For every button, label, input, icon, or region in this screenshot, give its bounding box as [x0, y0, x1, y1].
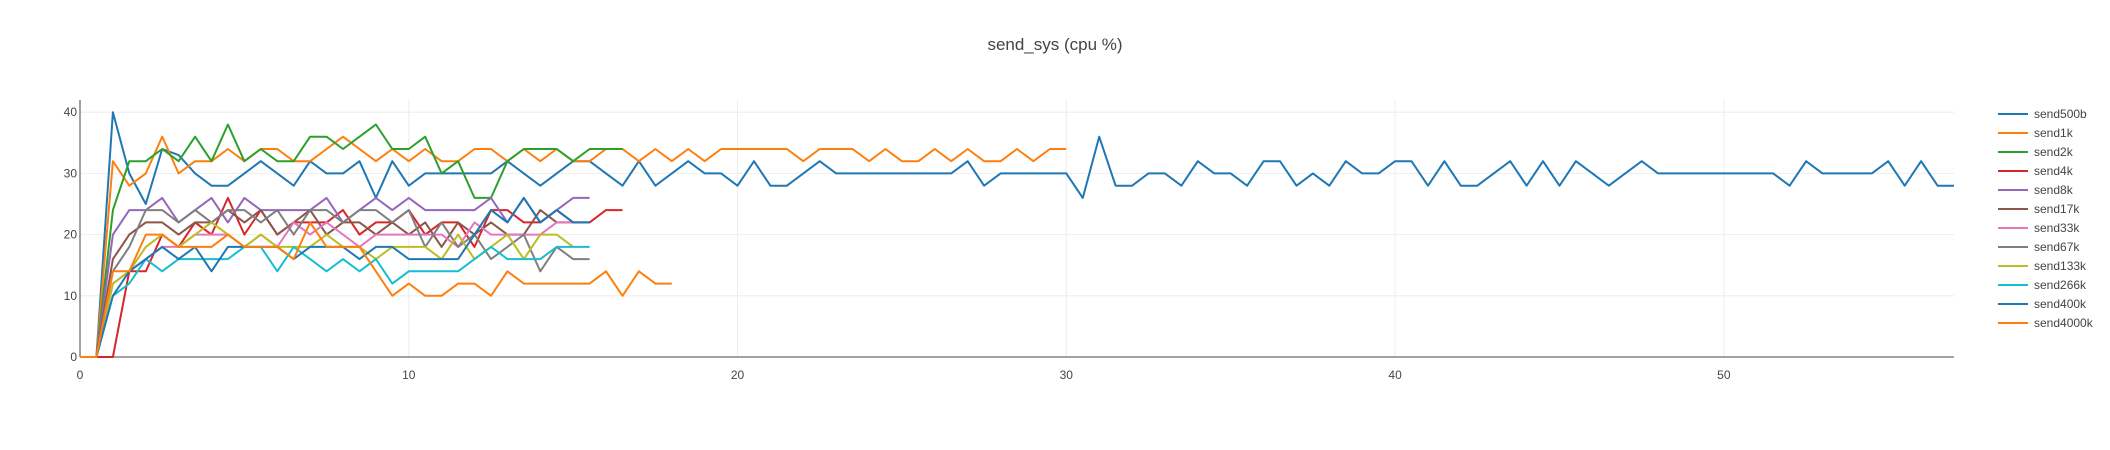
series-line-send133k: [80, 221, 574, 358]
legend-label: send4k: [2034, 164, 2074, 178]
legend-item-send500b[interactable]: send500b: [1998, 107, 2087, 121]
legend-item-send4000k[interactable]: send4000k: [1998, 316, 2094, 330]
gridlines: [80, 100, 1954, 357]
y-tick-label: 40: [64, 105, 78, 119]
legend: send500b send1k send2k send4k send8k send17k s…: [1998, 107, 2094, 330]
y-tick-label: 30: [64, 166, 78, 180]
legend-item-send400k[interactable]: send400k: [1998, 297, 2087, 311]
axes: 0 10 20 30 40 0 10 20 30 40 50: [64, 100, 1954, 382]
x-tick-label: 20: [731, 368, 745, 382]
legend-item-send4k[interactable]: send4k: [1998, 164, 2074, 178]
legend-item-send8k[interactable]: send8k: [1998, 183, 2074, 197]
series-line-send4000k: [80, 221, 672, 358]
legend-label: send500b: [2034, 107, 2087, 121]
legend-label: send1k: [2034, 126, 2074, 140]
legend-item-send17k[interactable]: send17k: [1998, 202, 2080, 216]
y-tick-label: 20: [64, 228, 78, 242]
x-tick-label: 50: [1717, 368, 1731, 382]
y-tick-label: 0: [70, 350, 77, 364]
legend-item-send1k[interactable]: send1k: [1998, 126, 2074, 140]
x-tick-label: 30: [1060, 368, 1074, 382]
legend-label: send33k: [2034, 221, 2080, 235]
legend-item-send133k[interactable]: send133k: [1998, 259, 2087, 273]
legend-item-send67k[interactable]: send67k: [1998, 240, 2080, 254]
x-tick-label: 0: [77, 368, 84, 382]
legend-label: send67k: [2034, 240, 2080, 254]
legend-label: send2k: [2034, 145, 2074, 159]
chart-title: send_sys (cpu %): [987, 35, 1122, 54]
legend-item-send33k[interactable]: send33k: [1998, 221, 2080, 235]
y-tick-label: 10: [64, 289, 78, 303]
legend-label: send4000k: [2034, 316, 2094, 330]
legend-label: send17k: [2034, 202, 2080, 216]
series-line-send500b: [80, 111, 1954, 358]
legend-label: send400k: [2034, 297, 2087, 311]
series-lines: [80, 111, 1954, 358]
legend-item-send2k[interactable]: send2k: [1998, 145, 2074, 159]
x-tick-label: 40: [1388, 368, 1402, 382]
legend-label: send266k: [2034, 278, 2087, 292]
series-line-send33k: [80, 221, 574, 358]
legend-item-send266k[interactable]: send266k: [1998, 278, 2087, 292]
series-line-send8k: [80, 196, 590, 358]
legend-label: send133k: [2034, 259, 2087, 273]
series-line-send2k: [80, 123, 623, 358]
series-line-send67k: [80, 209, 590, 358]
legend-label: send8k: [2034, 183, 2074, 197]
series-line-send266k: [80, 245, 590, 358]
x-tick-label: 10: [402, 368, 416, 382]
